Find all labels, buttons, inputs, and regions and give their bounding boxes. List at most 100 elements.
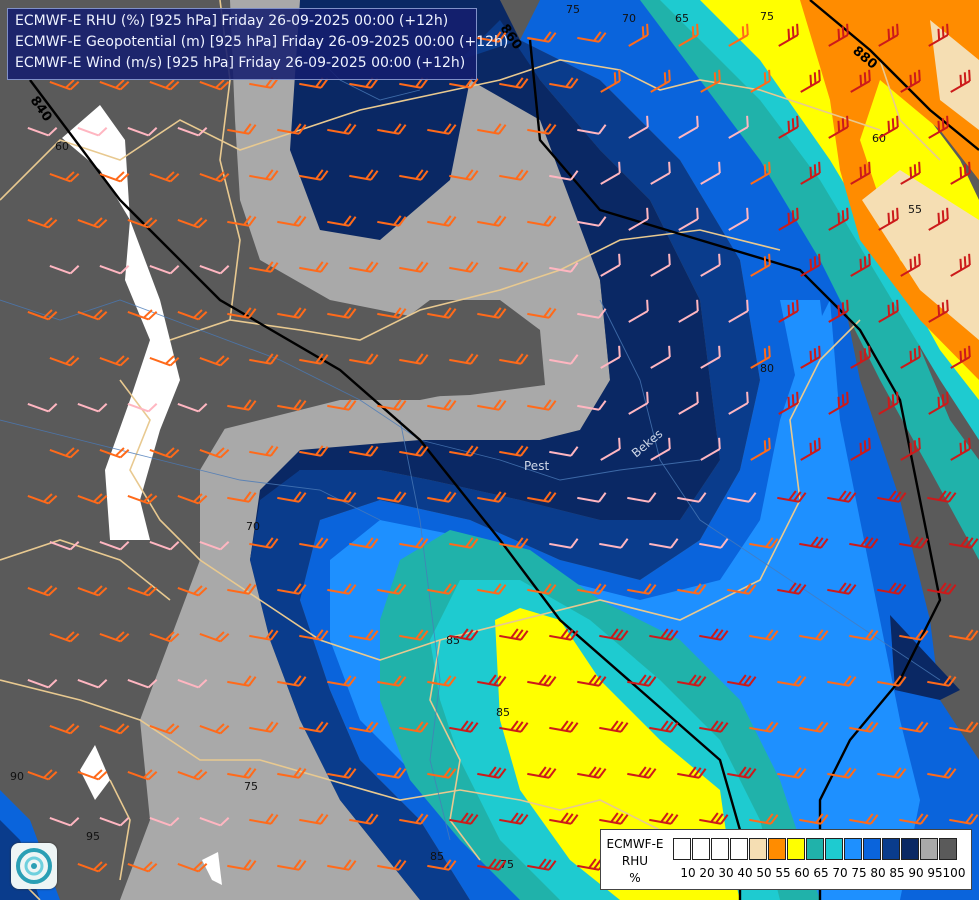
wind-barb [227, 215, 257, 227]
wind-barb [477, 583, 507, 595]
wind-barb [877, 675, 907, 687]
wind-barb [778, 115, 799, 139]
wind-barb [827, 582, 857, 595]
rhu-label: 60 [55, 140, 69, 153]
wind-barb [549, 812, 579, 825]
wind-barb [427, 307, 457, 319]
wind-barb [327, 859, 357, 871]
wind-barb [227, 123, 257, 135]
wind-barb [800, 69, 821, 93]
wind-barb [49, 631, 80, 643]
wind-barb [149, 79, 180, 91]
wind-barb [149, 723, 180, 735]
wind-barb [628, 391, 649, 415]
wind-barb [99, 355, 130, 367]
wind-barb [277, 491, 307, 503]
wind-barb [349, 353, 379, 365]
wind-barb [850, 345, 871, 369]
wind-barb [877, 490, 907, 503]
wind-barb [700, 69, 721, 93]
wind-barb [750, 69, 771, 93]
wind-barb [599, 720, 629, 733]
wind-barb [700, 345, 721, 369]
wind-barb [577, 124, 607, 135]
wind-barb [800, 437, 821, 461]
wind-barb [99, 171, 130, 183]
wind-barb [127, 493, 158, 505]
wind-barb [77, 309, 108, 321]
wind-barb [399, 169, 429, 181]
wind-barb [549, 446, 579, 457]
wind-barb [627, 766, 657, 779]
title-line-geopotential: ECMWF-E Geopotential (m) [925 hPa] Frida… [15, 34, 509, 50]
wind-barb [377, 859, 407, 871]
wind-barb [177, 769, 208, 781]
rhu-band-white-patch-1 [80, 745, 110, 800]
wind-barb [327, 583, 357, 595]
rhu-band-55-orange [800, 0, 979, 380]
wind-barb [277, 215, 307, 227]
wind-barb [950, 161, 971, 185]
wind-barb [399, 629, 429, 641]
wind-barb [149, 355, 180, 367]
wind-barb [349, 813, 379, 825]
wind-barb [549, 77, 579, 89]
wind-barb [327, 491, 357, 503]
wind-barb [678, 391, 699, 415]
wind-barb [928, 299, 949, 323]
wind-barb [127, 126, 158, 137]
wind-barb [728, 115, 749, 139]
wind-barb [499, 720, 529, 733]
wind-barb [27, 402, 58, 413]
wind-barb [299, 261, 329, 273]
wind-barb [650, 253, 671, 277]
wind-barb [249, 353, 279, 365]
legend-swatch [920, 838, 938, 860]
wind-barb [777, 490, 807, 503]
wind-barb [127, 861, 158, 873]
wind-barb [49, 171, 80, 183]
wind-barb [377, 491, 407, 503]
wind-barb [649, 720, 679, 733]
wind-barb [577, 766, 607, 779]
wind-barb [27, 309, 58, 321]
wind-barb [377, 675, 407, 687]
wind-barb [427, 859, 457, 871]
legend-swatch [730, 838, 748, 860]
wind-barb [899, 536, 929, 549]
wind-barb [99, 447, 130, 459]
wind-barb [699, 720, 729, 733]
wind-barb [527, 766, 557, 779]
rhu-label: 95 [86, 830, 100, 843]
wind-barb [49, 355, 80, 367]
wind-barb [249, 721, 279, 733]
wind-barb [499, 812, 529, 825]
wind-barb [199, 540, 230, 551]
wind-barb [277, 123, 307, 135]
wind-barb [499, 445, 529, 457]
wind-barb [599, 812, 629, 825]
wind-barb [349, 169, 379, 181]
place-name: Pest [524, 459, 549, 473]
wind-barb [928, 115, 949, 139]
rhu-label: 70 [622, 12, 636, 25]
wind-barb [928, 207, 949, 231]
wind-barb [778, 23, 799, 47]
wind-barb [499, 169, 529, 181]
wind-barb [900, 161, 921, 185]
legend-swatch [901, 838, 919, 860]
wind-barb [27, 493, 58, 505]
wind-barb [850, 253, 871, 277]
wind-barb [927, 490, 957, 503]
wind-barb [299, 537, 329, 549]
wind-barb [878, 391, 899, 415]
wind-barb [377, 583, 407, 595]
wind-barb [449, 169, 479, 181]
wind-barb [750, 253, 771, 277]
wind-barb [327, 675, 357, 687]
legend-tick: 65 [813, 866, 829, 880]
wind-barbs [27, 23, 979, 873]
legend-swatch [673, 838, 691, 860]
wind-barb [927, 675, 957, 687]
legend-swatch [844, 838, 862, 860]
